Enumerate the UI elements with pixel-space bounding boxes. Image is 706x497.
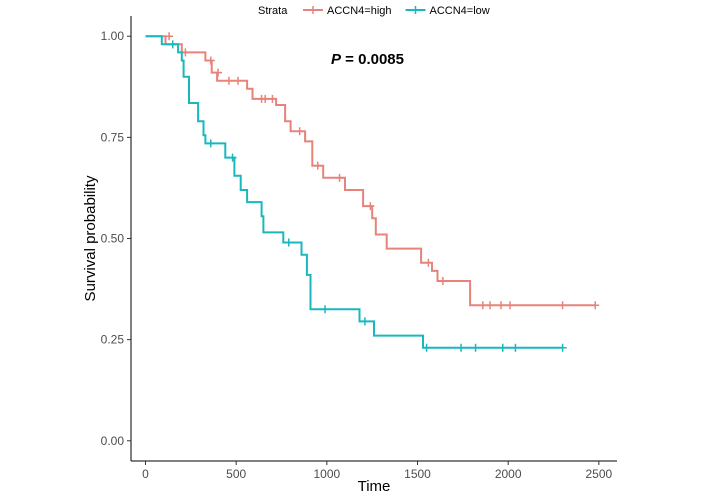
censor-mark: [558, 301, 567, 310]
censor-mark: [268, 94, 277, 103]
x-tick-label: 500: [226, 467, 246, 481]
censor-mark: [591, 301, 600, 310]
censor-mark: [165, 32, 174, 41]
y-tick-label: 1.00: [101, 29, 125, 43]
legend-label: ACCN4=high: [327, 5, 392, 17]
legend-title: Strata: [258, 5, 288, 17]
censor-mark: [424, 258, 433, 267]
censor-mark: [558, 343, 567, 352]
x-tick-label: 0: [142, 467, 149, 481]
censor-mark: [486, 301, 495, 310]
censor-mark: [214, 68, 223, 77]
censor-mark: [496, 301, 505, 310]
censor-mark: [321, 305, 330, 314]
p-value-annotation: P = 0.0085: [331, 51, 404, 68]
censor-mark: [168, 40, 177, 49]
censor-mark: [261, 94, 270, 103]
legend-key-cross: [309, 6, 317, 14]
censor-mark: [471, 343, 480, 352]
censor-mark: [457, 343, 466, 352]
x-tick-label: 2500: [586, 467, 613, 481]
censor-mark: [506, 301, 515, 310]
censor-mark: [360, 317, 369, 326]
survival-line-accn4-low: [145, 35, 563, 349]
survival-line-accn4-high: [145, 35, 596, 307]
legend-item-accn4-high: ACCN4=high: [303, 5, 392, 17]
axes: 0 500 1000 1500 2000 2500 0.00 0.25 0.50 0.75 1.00: [101, 16, 617, 481]
censor-mark: [438, 276, 447, 285]
censor-mark: [511, 343, 520, 352]
series-accn4-high: [145, 32, 600, 310]
censor-mark: [206, 139, 215, 148]
y-axis-label: Survival probability: [82, 175, 99, 301]
y-tick-label: 0.00: [101, 434, 125, 448]
censor-mark: [422, 343, 431, 352]
censor-mark: [478, 301, 487, 310]
censor-mark: [206, 56, 215, 65]
y-tick-label: 0.75: [101, 130, 125, 144]
p-value-symbol: P: [331, 51, 342, 68]
p-value-text: = 0.0085: [341, 51, 404, 68]
legend-label: ACCN4=low: [430, 5, 490, 17]
censor-mark: [498, 343, 507, 352]
series-accn4-low: [145, 35, 567, 352]
x-axis-label: Time: [358, 478, 391, 495]
x-tick-label: 1000: [313, 467, 340, 481]
censor-mark: [313, 161, 322, 170]
survival-curves: [145, 32, 600, 352]
x-tick-label: 1500: [404, 467, 431, 481]
legend-item-accn4-low: ACCN4=low: [405, 5, 490, 17]
censor-mark: [335, 173, 344, 182]
censor-mark: [224, 76, 233, 85]
censor-mark: [284, 238, 293, 247]
y-tick-label: 0.25: [101, 333, 125, 347]
censor-mark: [233, 76, 242, 85]
censor-mark: [295, 127, 304, 136]
y-tick-label: 0.50: [101, 232, 125, 246]
censor-mark: [228, 153, 237, 162]
x-tick-label: 2000: [495, 467, 522, 481]
censor-mark: [366, 202, 375, 211]
legend: Strata ACCN4=high ACCN4=low: [258, 5, 490, 17]
legend-key-cross: [411, 6, 420, 14]
